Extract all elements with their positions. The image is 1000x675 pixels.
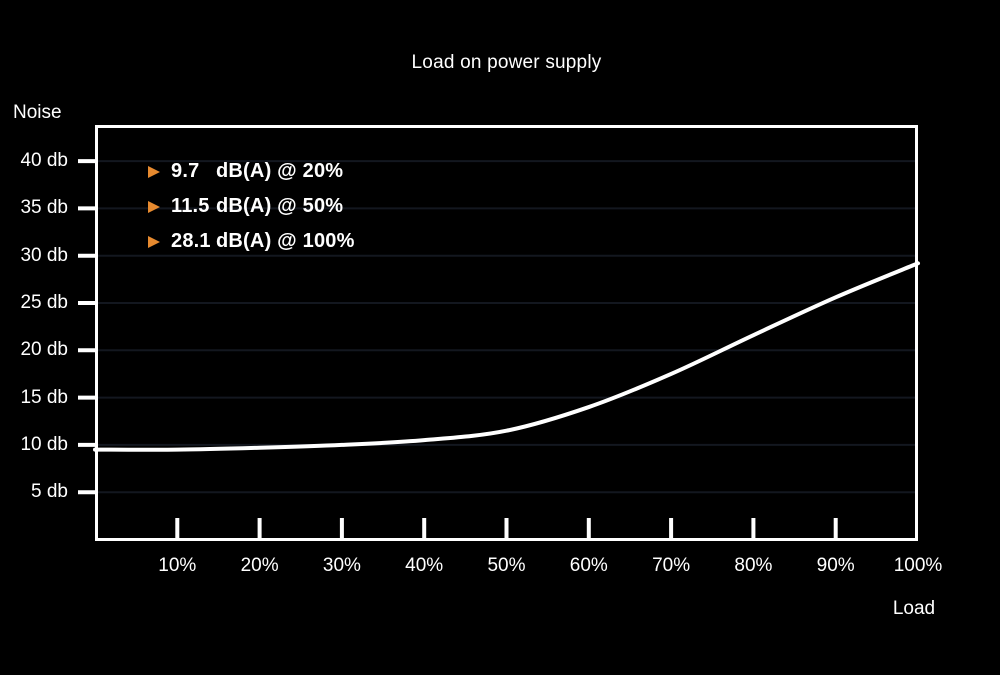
- x-tick-label: 50%: [487, 555, 526, 576]
- y-tick-label: 25 db: [20, 292, 68, 313]
- x-tick-label: 80%: [734, 555, 773, 576]
- x-tick-label: 10%: [158, 555, 197, 576]
- legend-row: 9.7 dB(A) @ 20%: [148, 160, 355, 183]
- legend-unit: dB(A) @ 20%: [216, 160, 344, 182]
- y-tick-label: 30 db: [20, 244, 68, 266]
- x-tick-label: 20%: [240, 555, 279, 576]
- x-axis-title: Load: [892, 598, 936, 619]
- legend-label: 11.5 dB(A) @ 50%: [171, 195, 343, 218]
- x-tick-label: 90%: [816, 555, 855, 576]
- y-axis-title: Noise: [13, 102, 62, 123]
- x-tick-label: 40%: [405, 555, 444, 576]
- y-tick-label: 10 db: [20, 433, 68, 455]
- legend-value: 9.7: [171, 160, 200, 182]
- chart-title: Load on power supply: [411, 52, 602, 73]
- legend-value: 28.1: [171, 230, 211, 252]
- triangle-right-icon: [148, 200, 160, 213]
- triangle-right-icon: [148, 165, 160, 178]
- legend-value: 11.5: [171, 195, 210, 217]
- legend-label: 9.7 dB(A) @ 20%: [171, 160, 343, 183]
- legend: 9.7 dB(A) @ 20% 11.5 dB(A) @ 50% 28.1 dB(A) @…: [148, 160, 355, 266]
- legend-unit: dB(A) @ 100%: [216, 230, 355, 252]
- y-tick-label: 35 db: [20, 197, 68, 219]
- x-tick-label: 70%: [652, 555, 691, 576]
- y-tick-label: 5 db: [31, 481, 68, 503]
- x-tick-label: 60%: [569, 555, 608, 576]
- legend-unit: dB(A) @ 50%: [216, 195, 344, 217]
- legend-label: 28.1 dB(A) @ 100%: [171, 230, 355, 253]
- x-tick-label: 30%: [322, 555, 361, 576]
- y-tick-label: 40 db: [20, 150, 68, 172]
- legend-row: 28.1 dB(A) @ 100%: [148, 230, 355, 253]
- y-tick-label: 20 db: [20, 339, 68, 361]
- legend-row: 11.5 dB(A) @ 50%: [148, 195, 355, 218]
- triangle-right-icon: [148, 235, 160, 248]
- x-tick-label: 100%: [893, 555, 943, 576]
- y-tick-label: 15 db: [20, 386, 68, 408]
